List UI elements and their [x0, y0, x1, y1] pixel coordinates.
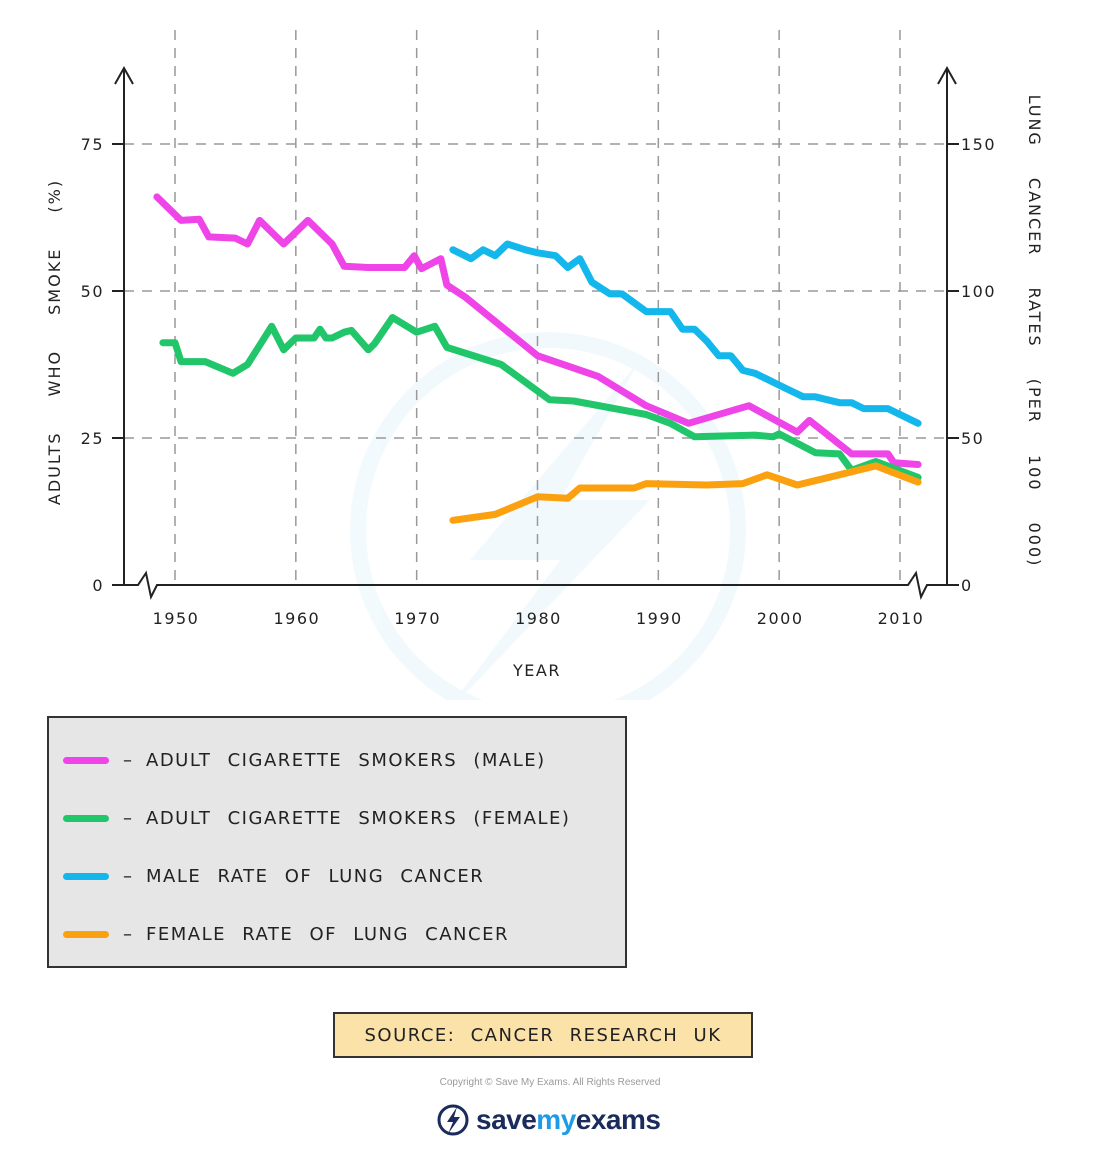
legend-label: ADULT CIGARETTE SMOKERS (MALE) [146, 749, 546, 771]
left-tick-label-50: 50 [81, 282, 104, 301]
series-layer [153, 193, 922, 524]
right-tick-label-150: 150 [961, 135, 996, 154]
right-tick-label-100: 100 [961, 282, 996, 301]
lightning-bolt-icon [437, 1104, 469, 1136]
left-axis-arrow [114, 65, 134, 85]
series-line-1 [153, 193, 922, 468]
legend-label: MALE RATE OF LUNG CANCER [146, 865, 485, 887]
left-tick-label-0: 0 [92, 576, 104, 595]
brand-name-part2: my [536, 1104, 576, 1135]
legend-item: – ADULT CIGARETTE SMOKERS (MALE) [63, 745, 546, 775]
series-line-2 [159, 314, 922, 481]
legend-swatch [63, 814, 109, 822]
legend-swatch [63, 756, 109, 764]
chart: 0 25 50 75 0 50 100 150 1950 1960 1970 1980 1990 2000… [45, 30, 1044, 700]
legend-dash: – [123, 749, 132, 771]
legend-dash: – [123, 923, 132, 945]
source-box: SOURCE: CANCER RESEARCH UK [333, 1012, 753, 1058]
x-axis-title: YEAR [512, 661, 561, 680]
right-axis-arrow [937, 65, 957, 85]
axes [112, 65, 959, 601]
left-axis-title: ADULTS WHO SMOKE (%) [45, 179, 64, 505]
x-tick-label-1970: 1970 [394, 609, 441, 628]
x-tick-label-1980: 1980 [515, 609, 562, 628]
legend-swatch [63, 872, 109, 880]
legend-swatch [63, 930, 109, 938]
brand-logo: savemyexams [436, 1100, 661, 1140]
x-tick-label-2000: 2000 [757, 609, 804, 628]
brand-name: savemyexams [476, 1104, 661, 1136]
right-tick-label-0: 0 [961, 576, 973, 595]
right-axis-title: LUNG CANCER RATES (PER 100 000) [1025, 95, 1044, 568]
watermark-logo [350, 332, 746, 700]
x-tick-label-2010: 2010 [878, 609, 925, 628]
x-tick-label-1990: 1990 [636, 609, 683, 628]
brand-name-part3: exams [575, 1104, 661, 1135]
legend: – ADULT CIGARETTE SMOKERS (MALE) – ADULT CI… [47, 716, 627, 968]
legend-label: FEMALE RATE OF LUNG CANCER [146, 923, 509, 945]
legend-label: ADULT CIGARETTE SMOKERS (FEMALE) [146, 807, 571, 829]
series-line-4 [449, 462, 922, 524]
legend-item: – ADULT CIGARETTE SMOKERS (FEMALE) [63, 803, 570, 833]
brand-name-part1: save [476, 1104, 537, 1135]
series-line-3 [449, 240, 922, 427]
copyright-text: Copyright © Save My Exams. All Rights Re… [439, 1077, 661, 1088]
left-tick-label-25: 25 [81, 429, 104, 448]
legend-dash: – [123, 807, 132, 829]
left-tick-label-75: 75 [81, 135, 104, 154]
legend-dash: – [123, 865, 132, 887]
right-tick-label-50: 50 [961, 429, 984, 448]
source-text: SOURCE: CANCER RESEARCH UK [364, 1024, 722, 1046]
x-tick-label-1950: 1950 [153, 609, 200, 628]
x-tick-label-1960: 1960 [273, 609, 320, 628]
axis-labels: 0 25 50 75 0 50 100 150 1950 1960 1970 1980 1990 2000… [45, 95, 1044, 680]
x-axis [124, 570, 947, 601]
legend-item: – FEMALE RATE OF LUNG CANCER [63, 919, 509, 949]
grid [124, 30, 947, 585]
legend-item: – MALE RATE OF LUNG CANCER [63, 861, 484, 891]
